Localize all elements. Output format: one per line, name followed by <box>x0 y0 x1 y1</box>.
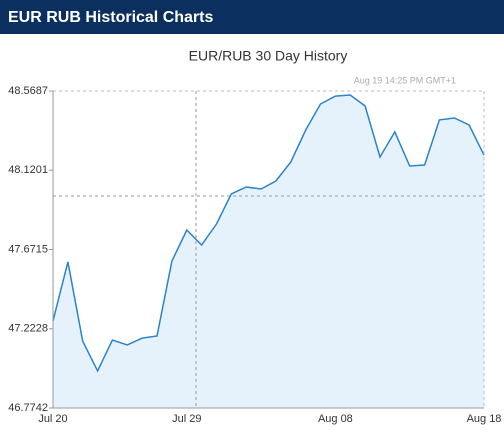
line <box>52 94 485 373</box>
x-tick-label: Jul 29 <box>172 413 201 425</box>
y-tick-label: 46.7742 <box>8 402 48 414</box>
y-tick-label: 47.2228 <box>8 323 48 335</box>
y-tick-label: 48.1201 <box>8 164 48 176</box>
y-tick-label: 47.6715 <box>8 243 48 255</box>
chart-title: EUR/RUB 30 Day History <box>189 48 348 64</box>
x-tick-label: Aug 18 <box>467 413 502 425</box>
x-tick-label: Jul 20 <box>38 413 67 425</box>
annotation: Aug 19 14:25 PM GMT+1 <box>354 75 456 85</box>
x-tick-label: Aug 08 <box>318 413 353 425</box>
area <box>53 95 484 408</box>
header-title: EUR RUB Historical Charts <box>0 0 504 34</box>
y-tick-label: 48.5687 <box>8 85 48 97</box>
